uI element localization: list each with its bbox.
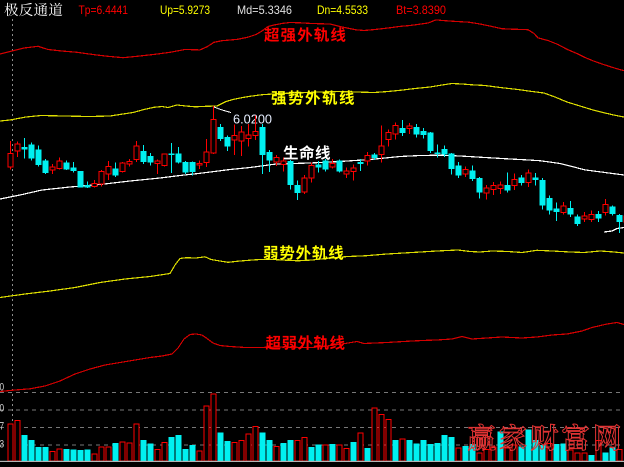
svg-text:Md=5.3346: Md=5.3346 [237,3,292,17]
svg-text:Up=5.9273: Up=5.9273 [160,3,210,17]
svg-text:Tp=6.4441: Tp=6.4441 [79,3,129,17]
svg-text:0: 0 [0,403,4,415]
svg-text:0: 0 [0,382,4,394]
svg-text:Dn=4.5533: Dn=4.5533 [317,3,368,17]
svg-text:3: 3 [0,439,4,451]
svg-text:Bt=3.8390: Bt=3.8390 [396,3,446,17]
svg-text:7: 7 [0,421,4,433]
svg-text:6.0200: 6.0200 [233,113,272,127]
